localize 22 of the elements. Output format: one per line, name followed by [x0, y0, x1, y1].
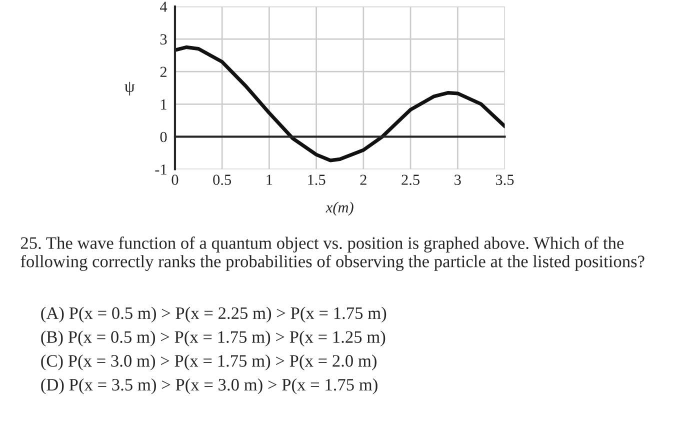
- y-tick-label: 3: [160, 34, 167, 45]
- x-tick-label: 0: [172, 174, 178, 185]
- x-tick-label: 1: [266, 174, 272, 185]
- y-tick-label: -1: [155, 164, 166, 175]
- x-tick-label: 2.5: [402, 174, 420, 186]
- line-series: [174, 45, 505, 162]
- x-tick-label: 3.5: [496, 174, 514, 186]
- y-tick-label: 2: [160, 66, 166, 77]
- x-tick-label: 1.5: [308, 174, 326, 186]
- x-tick-label: 3: [454, 174, 461, 185]
- x-tick-label: 2: [360, 174, 366, 185]
- x-tick-label: 0.5: [213, 174, 232, 186]
- y-tick-label: 4: [160, 2, 168, 12]
- text: (D) P(x = 3.5 m) > P(x = 3.0 m) > P(x = 1.75 m): [41, 378, 378, 394]
- text: (A) P(x = 0.5 m) > P(x = 2.25 m) > P(x = 1.75 m): [41, 306, 386, 323]
- text: (B) P(x = 0.5 m) > P(x = 1.75 m) > P(x = 1.25 m): [41, 330, 386, 346]
- y-axis-title: ψ: [124, 82, 135, 96]
- text: (C) P(x = 3.0 m) > P(x = 1.75 m) > P(x = 2.0 m): [41, 354, 376, 370]
- y-tick-label: 1: [161, 99, 166, 110]
- y-tick-label: 0: [160, 132, 167, 142]
- x-axis-title: x(m): [326, 202, 354, 216]
- text: 25. The wave function of a quantum object vs. position is graphed above. Which of the following correctly ranks the probabilities of observing the particle at the listed positions?: [20, 236, 644, 271]
